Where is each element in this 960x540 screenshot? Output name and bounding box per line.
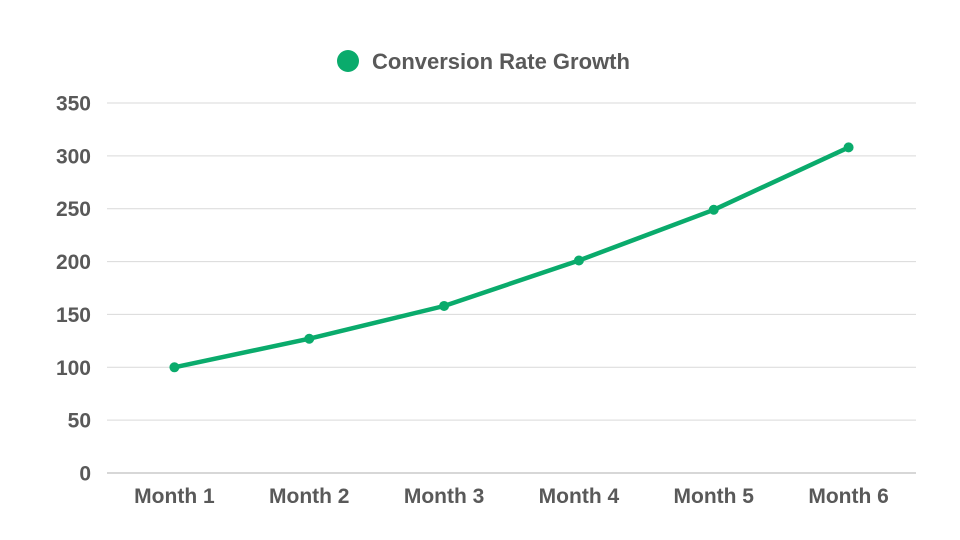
y-tick-label-200: 200 xyxy=(56,251,91,274)
data-point-3 xyxy=(439,300,450,311)
data-point-4 xyxy=(573,255,584,266)
y-tick-label-300: 300 xyxy=(56,145,91,168)
legend: Conversion Rate Growth xyxy=(337,49,630,74)
data-point-5 xyxy=(708,204,719,215)
x-tick-label-2: Month 2 xyxy=(269,485,349,508)
data-point-6 xyxy=(843,142,854,153)
x-tick-label-1: Month 1 xyxy=(134,485,215,508)
y-tick-label-150: 150 xyxy=(56,304,91,327)
x-tick-label-4: Month 4 xyxy=(539,485,620,508)
series-group xyxy=(169,142,854,373)
y-tick-label-350: 350 xyxy=(56,93,91,116)
y-axis-tick-labels: 0 50 100 150 200 250 300 350 xyxy=(56,93,91,486)
y-tick-label-250: 250 xyxy=(56,198,91,221)
x-tick-label-3: Month 3 xyxy=(404,485,484,508)
x-tick-label-6: Month 6 xyxy=(808,485,888,508)
legend-label: Conversion Rate Growth xyxy=(372,49,630,74)
x-tick-label-5: Month 5 xyxy=(674,485,755,508)
gridlines xyxy=(107,102,916,421)
y-tick-label-100: 100 xyxy=(56,357,91,380)
y-tick-label-0: 0 xyxy=(79,463,91,486)
x-axis-tick-labels: Month 1 Month 2 Month 3 Month 4 Month 5 Month… xyxy=(134,485,889,508)
y-tick-label-50: 50 xyxy=(68,410,91,433)
data-point-2 xyxy=(304,333,315,344)
data-point-1 xyxy=(169,362,180,373)
legend-marker xyxy=(337,50,359,72)
series-line xyxy=(172,145,851,370)
